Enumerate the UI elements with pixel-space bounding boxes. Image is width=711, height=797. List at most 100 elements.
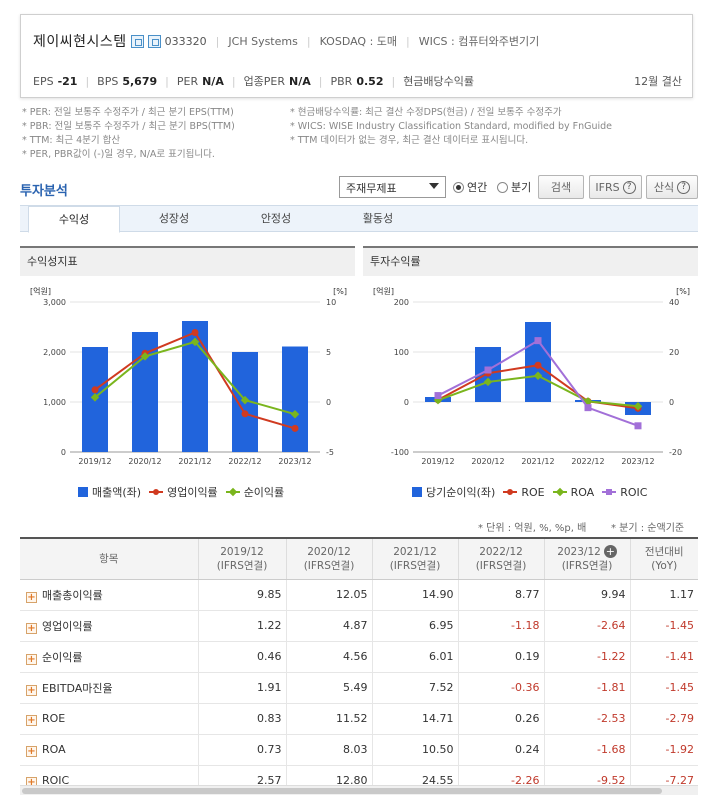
value-cell: -0.36 [457, 672, 544, 704]
scrollbar-thumb[interactable] [22, 788, 662, 794]
value-cell: 1.22 [197, 610, 286, 642]
radio-annual[interactable]: 연간 [453, 179, 487, 195]
tab-profitability[interactable]: 수익성 [28, 206, 120, 233]
x-tick-label: 2022/12 [228, 457, 261, 466]
note-line: * WICS: WISE Industry Classification Sta… [290, 121, 612, 132]
metric-value-pbr: 0.52 [356, 74, 384, 88]
legend-item[interactable]: ROA [552, 486, 594, 499]
statement-select[interactable]: 주재무제표 [339, 176, 446, 198]
row-label: 매출총이익률 [42, 588, 103, 602]
divider: | [406, 34, 410, 48]
tab-activity[interactable]: 활동성 [362, 212, 394, 225]
x-tick-label: 2020/12 [128, 457, 161, 466]
value-cell: 5.49 [285, 672, 372, 704]
metric-label-bps: BPS [97, 74, 119, 88]
expand-row-icon[interactable]: + [26, 684, 37, 696]
row-label-cell[interactable]: + 매출총이익률 [20, 579, 198, 611]
row-label-cell[interactable]: + 영업이익률 [20, 610, 198, 642]
value-cell: -1.22 [543, 641, 630, 673]
value-cell: 0.83 [197, 703, 286, 735]
statement-select-value: 주재무제표 [346, 182, 397, 195]
company-summary-box: 제이씨현시스템 033320 | JCH Systems | KOSDAQ : … [20, 14, 693, 98]
tab-growth[interactable]: 성장성 [158, 212, 190, 225]
table-row: + EBITDA마진율 1.91 5.49 7.52 -0.36 -1.81 -1.45 [20, 672, 698, 704]
header-item: 항목 [20, 539, 198, 580]
row-label-cell[interactable]: + ROA [20, 734, 198, 766]
expand-row-icon[interactable]: + [26, 776, 37, 785]
bar [282, 346, 308, 452]
data-point [584, 404, 592, 412]
legend-item[interactable]: 순이익률 [225, 484, 285, 500]
data-point [484, 366, 492, 374]
y-right-tick-label: 0 [669, 398, 674, 407]
value-cell: 0.46 [197, 641, 286, 673]
row-label-cell[interactable]: + ROE [20, 703, 198, 735]
search-button[interactable]: 검색 [538, 175, 584, 199]
y-right-tick-label: 10 [326, 298, 336, 307]
value-cell: -9.52 [543, 765, 630, 785]
value-cell: 10.50 [371, 734, 458, 766]
legend-swatch [503, 487, 518, 497]
wics-info: WICS : 컴퓨터와주변기기 [418, 35, 540, 48]
legend-label: ROIC [620, 485, 648, 499]
legend-label: ROE [521, 485, 545, 499]
y-left-unit: [억원] [373, 286, 394, 296]
legend-item[interactable]: ROE [503, 485, 545, 499]
y-right-tick-label: -20 [669, 448, 682, 457]
y-left-tick-label: -100 [391, 448, 409, 457]
metric-value-industry-per: N/A [289, 74, 311, 88]
value-cell: 8.77 [457, 579, 544, 611]
metric-label-per: PER [176, 74, 199, 88]
expand-columns-icon[interactable]: + [603, 544, 617, 558]
radio-quarter[interactable]: 분기 [497, 179, 531, 195]
legend-item[interactable]: 영업이익률 [149, 484, 218, 500]
legend-item[interactable]: ROIC [602, 486, 647, 499]
header-yoy: 전년대비 (YoY) [629, 539, 698, 580]
company-info-icon[interactable] [147, 34, 161, 48]
row-label-cell[interactable]: + 순이익률 [20, 641, 198, 673]
unit-note: * 단위 : 억원, %, %p, 배 [478, 523, 587, 534]
value-cell: 1.17 [629, 579, 698, 611]
value-cell: 0.26 [457, 703, 544, 735]
expand-row-icon[interactable]: + [26, 745, 37, 757]
notes-left: * PER: 전일 보통주 수정주가 / 최근 분기 EPS(TTM) * PB… [22, 106, 235, 162]
value-cell: 9.94 [543, 579, 630, 611]
tab-stability[interactable]: 안정성 [260, 212, 292, 225]
radio-unselected-icon [497, 181, 508, 193]
legend-swatch [552, 487, 567, 497]
ifrs-button[interactable]: IFRS ? [589, 175, 642, 199]
row-label-cell[interactable]: + EBITDA마진율 [20, 672, 198, 704]
metric-label-eps: EPS [33, 74, 54, 88]
value-cell: 0.19 [457, 641, 544, 673]
data-point [533, 371, 543, 380]
expand-row-icon[interactable]: + [26, 653, 37, 665]
data-point [91, 386, 99, 394]
formula-button[interactable]: 산식 ? [646, 175, 698, 199]
row-label: EBITDA마진율 [42, 681, 113, 695]
horizontal-scrollbar[interactable] [20, 785, 698, 795]
ratio-table: 항목 2019/12 (IFRS연결) 2020/12 (IFRS연결) 2021/… [20, 539, 698, 785]
x-tick-label: 2019/12 [421, 457, 454, 466]
y-left-tick-label: 0 [404, 398, 409, 407]
metric-value-per: N/A [202, 74, 224, 88]
y-right-tick-label: 0 [326, 398, 331, 407]
help-icon: ? [677, 180, 691, 194]
ratio-table-container: 항목 2019/12 (IFRS연결) 2020/12 (IFRS연결) 2021/… [20, 537, 698, 785]
data-point [290, 409, 300, 419]
metric-value-eps: -21 [57, 74, 78, 88]
row-label-cell[interactable]: + ROIC [20, 765, 198, 785]
x-tick-label: 2022/12 [571, 457, 604, 466]
y-right-tick-label: -5 [326, 448, 334, 457]
expand-row-icon[interactable]: + [26, 622, 37, 634]
expand-row-icon[interactable]: + [26, 591, 37, 603]
note-line: * PBR: 전일 보통주 수정주가 / 최근 분기 BPS(TTM) [22, 121, 235, 132]
legend-item[interactable]: 당기순이익(좌) [412, 484, 495, 500]
value-cell: -2.53 [543, 703, 630, 735]
legend-item[interactable]: 매출액(좌) [78, 484, 141, 500]
home-icon[interactable] [130, 34, 144, 48]
expand-row-icon[interactable]: + [26, 714, 37, 726]
y-right-tick-label: 20 [669, 348, 679, 357]
legend-label: 순이익률 [243, 486, 285, 499]
legend-swatch [149, 487, 164, 497]
